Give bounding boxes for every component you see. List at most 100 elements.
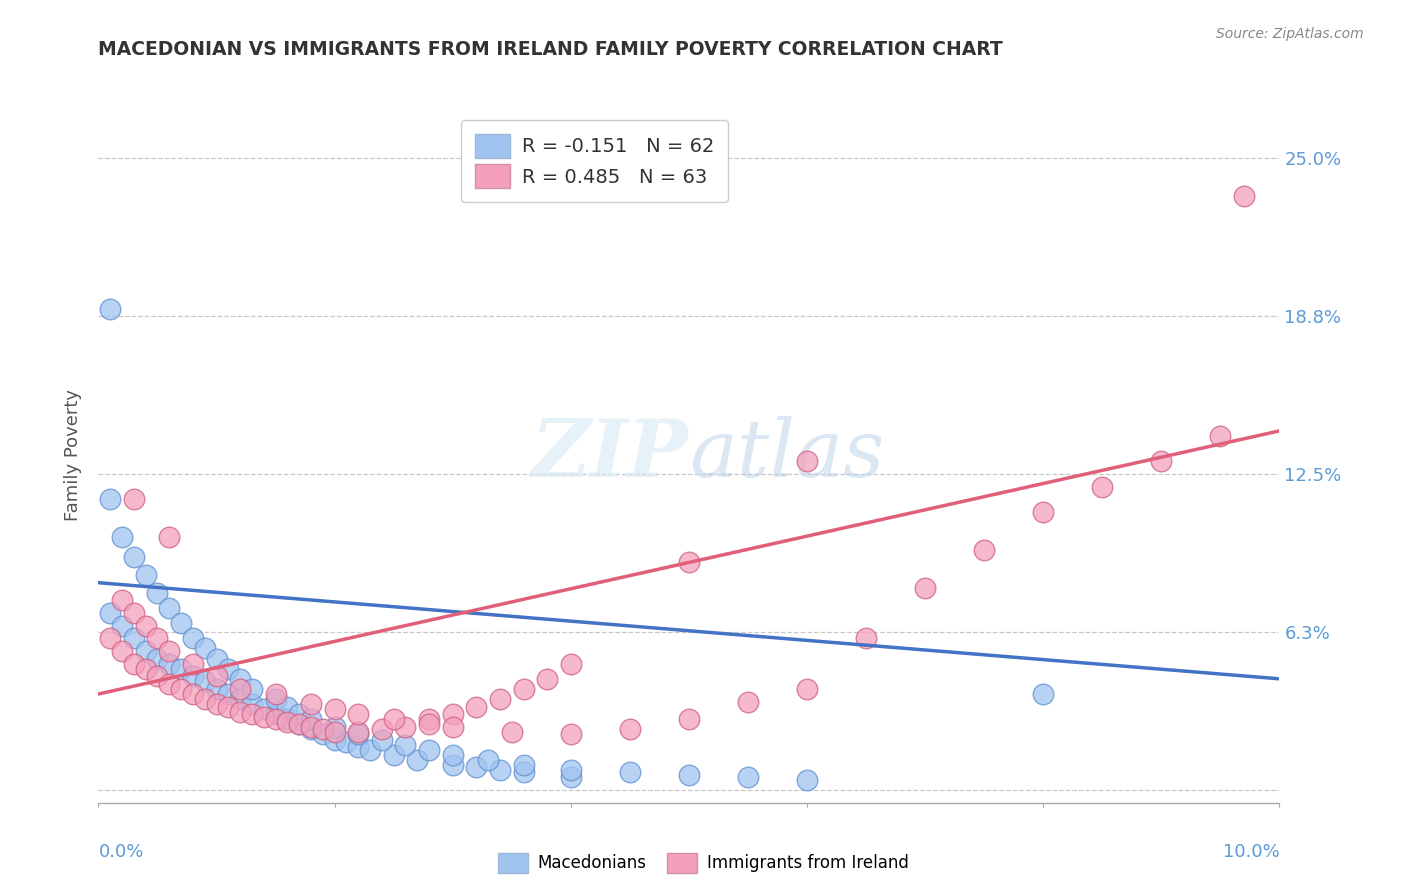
Y-axis label: Family Poverty: Family Poverty (65, 389, 83, 521)
Point (122, 606, 145, 620)
Point (477, 753, 499, 767)
Point (122, 632, 145, 646)
Point (205, 697, 228, 711)
Point (1091, 479, 1114, 493)
Point (512, 681, 534, 696)
Point (347, 740, 370, 755)
Point (98, 492, 121, 507)
Point (560, 763, 582, 777)
Point (288, 717, 311, 731)
Point (264, 707, 287, 722)
Point (796, 454, 818, 468)
Point (855, 632, 877, 646)
Point (335, 735, 357, 749)
Point (157, 644, 180, 658)
Point (253, 710, 276, 724)
Point (323, 702, 346, 716)
Point (382, 712, 405, 726)
Point (512, 757, 534, 772)
Point (264, 712, 287, 726)
Point (229, 681, 252, 696)
Text: MACEDONIAN VS IMMIGRANTS FROM IRELAND FAMILY POVERTY CORRELATION CHART: MACEDONIAN VS IMMIGRANTS FROM IRELAND FA… (98, 40, 1002, 59)
Point (157, 677, 180, 691)
Point (146, 669, 169, 683)
Text: 10.0%: 10.0% (1223, 843, 1279, 861)
Point (678, 768, 700, 782)
Point (1209, 429, 1232, 443)
Point (229, 692, 252, 706)
Point (146, 651, 169, 665)
Point (312, 727, 335, 741)
Point (678, 556, 700, 570)
Point (205, 651, 228, 665)
Point (276, 699, 298, 714)
Point (98, 632, 121, 646)
Point (240, 681, 263, 696)
Point (111, 530, 134, 544)
Point (737, 695, 759, 709)
Point (299, 712, 322, 726)
Text: atlas: atlas (689, 417, 884, 493)
Point (229, 672, 252, 686)
Point (276, 714, 298, 729)
Point (394, 720, 416, 734)
Point (181, 657, 204, 671)
Point (347, 707, 370, 722)
Point (371, 723, 394, 737)
Point (135, 618, 157, 632)
Point (394, 738, 416, 752)
Point (441, 757, 464, 772)
Point (288, 717, 311, 731)
Point (371, 732, 394, 747)
Point (253, 702, 276, 716)
Point (264, 687, 287, 701)
Point (323, 720, 346, 734)
Point (157, 601, 180, 615)
Point (418, 712, 440, 726)
Legend: R = -0.151   N = 62, R = 0.485   N = 63: R = -0.151 N = 62, R = 0.485 N = 63 (461, 120, 727, 202)
Point (205, 669, 228, 683)
Point (111, 618, 134, 632)
Point (157, 657, 180, 671)
Point (737, 771, 759, 785)
Point (111, 644, 134, 658)
Point (536, 672, 558, 686)
Point (347, 727, 370, 741)
Point (170, 681, 193, 696)
Point (441, 747, 464, 762)
Point (288, 707, 311, 722)
Point (973, 542, 995, 557)
Point (1233, 188, 1256, 202)
Point (111, 593, 134, 607)
Point (1032, 505, 1054, 519)
Point (98, 606, 121, 620)
Point (170, 616, 193, 631)
Legend: Macedonians, Immigrants from Ireland: Macedonians, Immigrants from Ireland (491, 847, 915, 880)
Point (170, 662, 193, 676)
Point (194, 674, 217, 689)
Point (122, 550, 145, 565)
Point (489, 692, 512, 706)
Point (181, 669, 204, 683)
Point (194, 692, 217, 706)
Point (135, 662, 157, 676)
Point (560, 657, 582, 671)
Point (441, 707, 464, 722)
Point (418, 742, 440, 756)
Point (229, 705, 252, 719)
Point (1150, 454, 1173, 468)
Point (135, 568, 157, 582)
Point (1032, 687, 1054, 701)
Point (299, 697, 322, 711)
Point (382, 747, 405, 762)
Point (323, 725, 346, 739)
Point (217, 662, 239, 676)
Point (619, 765, 641, 780)
Point (205, 681, 228, 696)
Point (796, 772, 818, 787)
Point (678, 712, 700, 726)
Point (347, 725, 370, 739)
Point (796, 681, 818, 696)
Point (323, 732, 346, 747)
Point (359, 742, 381, 756)
